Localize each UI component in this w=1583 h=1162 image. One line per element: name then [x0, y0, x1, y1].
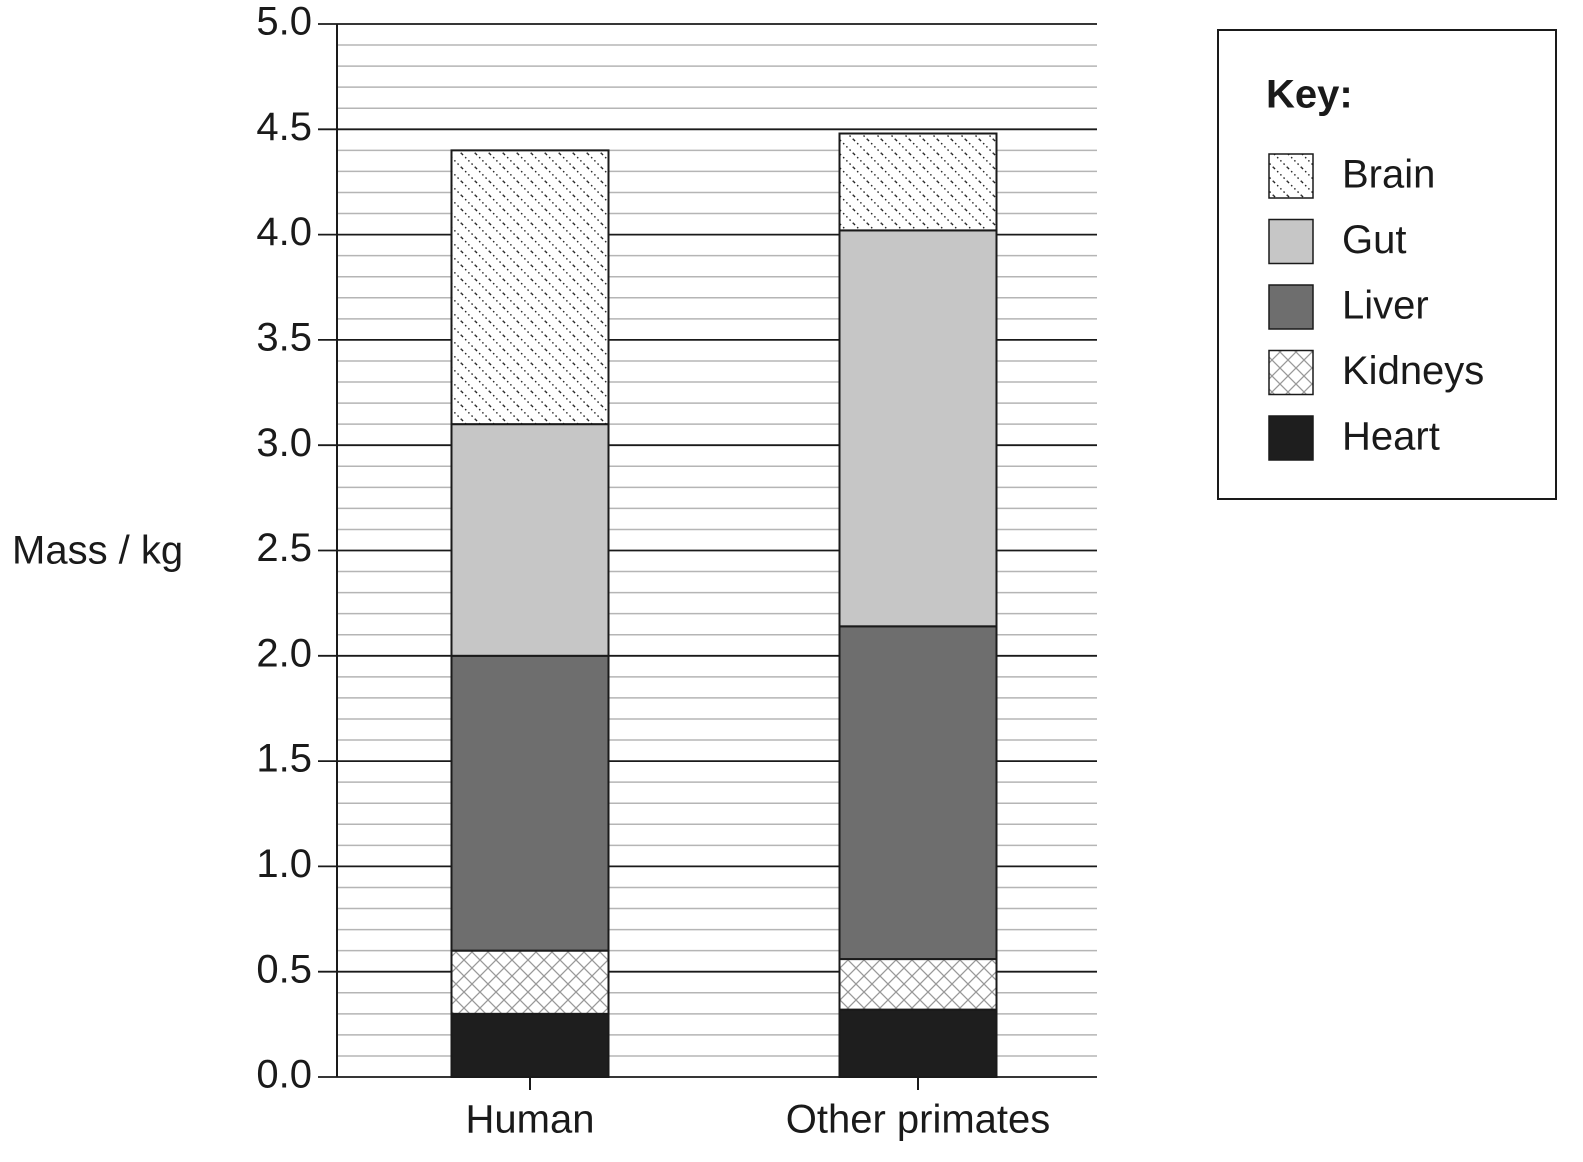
- y-tick-label: 0.5: [256, 947, 312, 991]
- legend-title: Key:: [1266, 73, 1353, 117]
- legend-label: Liver: [1342, 284, 1429, 328]
- bar-segment: [450, 654, 610, 952]
- y-tick-label: 0.0: [256, 1053, 312, 1097]
- legend-swatch: [1268, 218, 1314, 265]
- y-tick-label: 3.5: [256, 315, 312, 359]
- bar-segment: [838, 229, 998, 628]
- legend-label: Brain: [1342, 153, 1435, 197]
- bar-segment: [838, 1008, 998, 1078]
- y-tick-label: 1.0: [256, 842, 312, 886]
- legend-label: Kidneys: [1342, 349, 1484, 393]
- legend-swatch: [1268, 415, 1314, 461]
- legend-swatch: [1268, 284, 1314, 330]
- bar-segment: [838, 958, 998, 1011]
- bar-segment: [450, 423, 610, 657]
- x-tick-label: Other primates: [786, 1098, 1051, 1142]
- y-tick-label: 4.0: [256, 210, 312, 254]
- legend-swatch: [1268, 349, 1314, 396]
- y-tick-label: 3.0: [256, 421, 312, 465]
- y-axis-label: Mass / kg: [12, 529, 183, 573]
- bar-segment: [450, 149, 610, 426]
- legend-label: Heart: [1342, 415, 1440, 459]
- y-tick-label: 5.0: [256, 0, 312, 44]
- y-tick-label: 2.5: [256, 526, 312, 570]
- y-tick-label: 1.5: [256, 737, 312, 781]
- y-tick-label: 4.5: [256, 105, 312, 149]
- legend-swatch: [1268, 153, 1314, 199]
- bar-segment: [838, 625, 998, 961]
- bar-segment: [838, 132, 998, 232]
- y-tick-label: 2.0: [256, 631, 312, 675]
- bar-segment: [450, 1012, 610, 1079]
- bar-segment: [450, 949, 610, 1015]
- x-tick-label: Human: [466, 1098, 595, 1142]
- legend-label: Gut: [1342, 218, 1406, 262]
